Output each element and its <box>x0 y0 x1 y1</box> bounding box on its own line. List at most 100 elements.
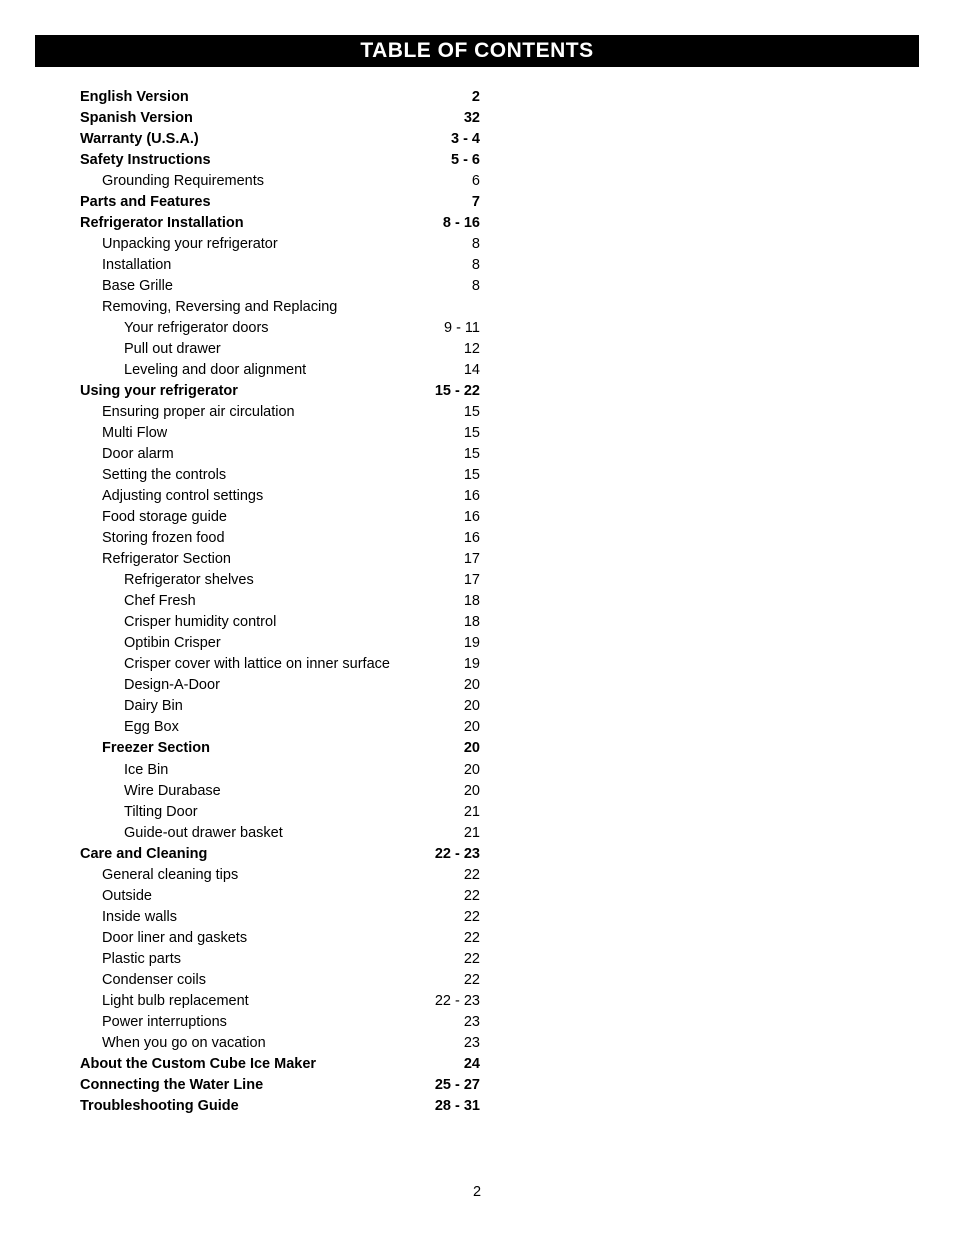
toc-page: 20 <box>458 717 480 738</box>
toc-page: 16 <box>458 486 480 507</box>
toc-row: Care and Cleaning 22 - 23 <box>80 844 480 865</box>
toc-page: 22 <box>458 865 480 886</box>
toc-label: Door liner and gaskets <box>80 928 247 949</box>
toc-label: Connecting the Water Line <box>80 1075 263 1096</box>
toc-container: English Version 2 Spanish Version 32Warrant… <box>35 67 525 1117</box>
toc-row: Crisper humidity control 18 <box>80 612 480 633</box>
toc-page: 14 <box>458 360 480 381</box>
toc-page: 18 <box>458 591 480 612</box>
toc-page: 32 <box>458 108 480 129</box>
toc-page: 15 <box>458 423 480 444</box>
page-title-bar: TABLE OF CONTENTS <box>35 35 919 67</box>
toc-page: 2 <box>466 87 480 108</box>
toc-page: 22 - 23 <box>429 991 480 1012</box>
toc-label: Care and Cleaning <box>80 844 207 865</box>
toc-page: 20 <box>458 781 480 802</box>
toc-label: Grounding Requirements <box>80 171 264 192</box>
toc-page: 19 <box>458 654 480 675</box>
toc-label: Troubleshooting Guide <box>80 1096 239 1117</box>
toc-page: 23 <box>458 1012 480 1033</box>
toc-page: 22 - 23 <box>429 844 480 865</box>
toc-label: Leveling and door alignment <box>80 360 306 381</box>
toc-label: When you go on vacation <box>80 1033 266 1054</box>
toc-row: Base Grille 8 <box>80 276 480 297</box>
toc-row: Refrigerator Section17 <box>80 549 480 570</box>
toc-label: Light bulb replacement <box>80 991 249 1012</box>
toc-row: Unpacking your refrigerator8 <box>80 234 480 255</box>
toc-page: 15 <box>458 444 480 465</box>
toc-label: Your refrigerator doors <box>80 318 269 339</box>
toc-row: Removing, Reversing and Replacing <box>80 297 480 318</box>
toc-page: 20 <box>458 738 480 759</box>
toc-page: 19 <box>458 633 480 654</box>
toc-label: Parts and Features <box>80 192 211 213</box>
toc-page: 28 - 31 <box>429 1096 480 1117</box>
toc-label: Refrigerator shelves <box>80 570 254 591</box>
toc-page: 15 - 22 <box>429 381 480 402</box>
toc-label: Ensuring proper air circulation <box>80 402 295 423</box>
toc-label: Adjusting control settings <box>80 486 263 507</box>
toc-page: 8 - 16 <box>437 213 480 234</box>
toc-page: 24 <box>458 1054 480 1075</box>
toc-label: Food storage guide <box>80 507 227 528</box>
toc-row: Ensuring proper air circulation 15 <box>80 402 480 423</box>
toc-page: 6 <box>466 171 480 192</box>
toc-label: Plastic parts <box>80 949 181 970</box>
toc-page: 5 - 6 <box>445 150 480 171</box>
toc-label: Base Grille <box>80 276 173 297</box>
toc-page: 23 <box>458 1033 480 1054</box>
toc-page: 15 <box>458 465 480 486</box>
toc-row: Refrigerator shelves 17 <box>80 570 480 591</box>
toc-row: Refrigerator Installation 8 - 16 <box>80 213 480 234</box>
toc-page: 7 <box>466 192 480 213</box>
toc-label: Chef Fresh <box>80 591 196 612</box>
toc-label: Wire Durabase <box>80 781 221 802</box>
toc-row: Egg Box20 <box>80 717 480 738</box>
toc-page: 21 <box>458 802 480 823</box>
toc-row: Inside walls 22 <box>80 907 480 928</box>
toc-page: 22 <box>458 907 480 928</box>
toc-label: Refrigerator Installation <box>80 213 244 234</box>
toc-page: 8 <box>466 276 480 297</box>
toc-row: Freezer Section 20 <box>80 738 480 759</box>
toc-label: Ice Bin <box>80 760 168 781</box>
toc-label: Freezer Section <box>80 738 210 759</box>
toc-page: 9 - 11 <box>438 318 480 339</box>
toc-row: Warranty (U.S.A.)3 - 4 <box>80 129 480 150</box>
toc-page: 25 - 27 <box>429 1075 480 1096</box>
toc-label: Design-A-Door <box>80 675 220 696</box>
toc-row: Your refrigerator doors 9 - 11 <box>80 318 480 339</box>
toc-page: 18 <box>458 612 480 633</box>
toc-row: Door alarm15 <box>80 444 480 465</box>
toc-row: Ice Bin 20 <box>80 760 480 781</box>
toc-row: Leveling and door alignment 14 <box>80 360 480 381</box>
toc-row: Adjusting control settings 16 <box>80 486 480 507</box>
toc-row: When you go on vacation 23 <box>80 1033 480 1054</box>
toc-label: English Version <box>80 87 189 108</box>
toc-row: Pull out drawer12 <box>80 339 480 360</box>
toc-row: Dairy Bin20 <box>80 696 480 717</box>
toc-row: Optibin Crisper 19 <box>80 633 480 654</box>
toc-label: Using your refrigerator <box>80 381 238 402</box>
toc-row: General cleaning tips22 <box>80 865 480 886</box>
toc-page: 16 <box>458 528 480 549</box>
toc-row: Grounding Requirements 6 <box>80 171 480 192</box>
toc-row: Outside22 <box>80 886 480 907</box>
toc-page: 20 <box>458 675 480 696</box>
toc-page: 21 <box>458 823 480 844</box>
toc-page: 15 <box>458 402 480 423</box>
toc-row: Multi Flow15 <box>80 423 480 444</box>
toc-row: Using your refrigerator 15 - 22 <box>80 381 480 402</box>
toc-page: 22 <box>458 949 480 970</box>
toc-page: 8 <box>466 255 480 276</box>
toc-label: Crisper humidity control <box>80 612 276 633</box>
toc-page: 8 <box>466 234 480 255</box>
toc-page: 17 <box>458 570 480 591</box>
toc-row: Door liner and gaskets22 <box>80 928 480 949</box>
toc-label: Inside walls <box>80 907 177 928</box>
toc-row: Tilting Door21 <box>80 802 480 823</box>
toc-label: Optibin Crisper <box>80 633 221 654</box>
toc-label: Spanish Version <box>80 108 193 129</box>
toc-page: 20 <box>458 760 480 781</box>
toc-label: Removing, Reversing and Replacing <box>80 297 337 318</box>
